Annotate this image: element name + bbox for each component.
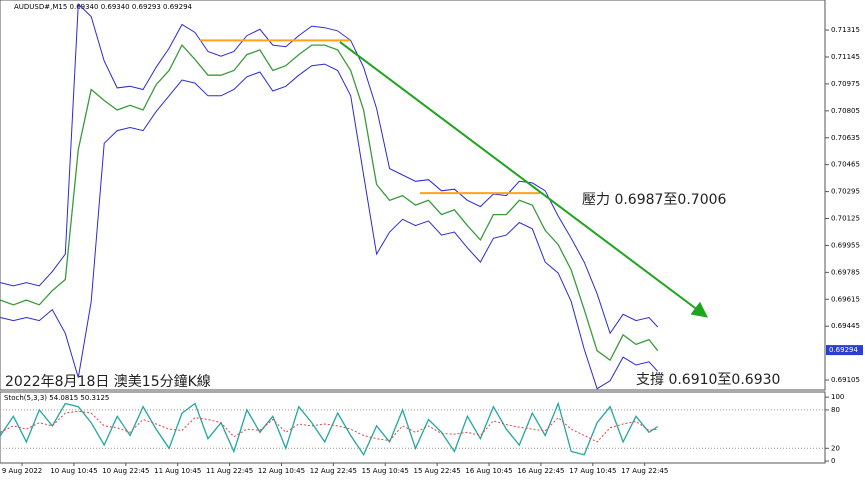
y-tick-label: 80 [831,406,840,414]
current-price-box [826,345,863,356]
y-tick-label: 0.69785 [831,268,860,276]
series-line [0,401,659,457]
y-tick-label: 0.69105 [831,376,860,384]
annotation: 支撐 0.6910至0.6930 [636,372,780,388]
y-tick-label: 0.70975 [831,80,860,88]
y-tick-label: 0.70465 [831,161,860,169]
x-tick-label: 9 Aug 2022 [2,467,42,475]
annotation: 壓力 0.6987至0.7006 [582,192,727,208]
series-line [0,43,659,362]
x-tick-label: 15 Aug 10:45 [362,467,409,475]
y-tick-label: 0.69955 [831,241,860,249]
series-line [0,2,659,335]
y-tick-label: 0.70295 [831,188,860,196]
y-tick-label: 20 [831,444,840,452]
series-line [0,63,659,390]
stoch-title: Stoch(5,3,3) 54.0815 50.3125 [4,394,109,402]
y-tick-label: 0.69445 [831,322,860,330]
y-tick-label: 0.70635 [831,134,860,142]
x-tick-label: 11 Aug 22:45 [206,467,253,475]
y-tick-label: 0.70125 [831,215,860,223]
x-tick-label: 12 Aug 10:45 [258,467,305,475]
y-tick-label: 0.69615 [831,295,860,303]
x-tick-label: 10 Aug 22:45 [102,467,149,475]
y-tick-label: 0 [831,457,835,465]
x-tick-label: 17 Aug 22:45 [621,467,668,475]
x-tick-label: 10 Aug 10:45 [50,467,97,475]
y-tick-label: 0.70805 [831,107,860,115]
x-tick-label: 11 Aug 10:45 [154,467,201,475]
x-tick-label: 17 Aug 10:45 [569,467,616,475]
y-tick-label: 0.71315 [831,26,860,34]
y-tick-label: 100 [831,393,844,401]
chart-title: AUDUSD#,M15 0.69340 0.69340 0.69293 0.69… [14,3,193,11]
x-tick-label: 15 Aug 22:45 [414,467,461,475]
x-tick-label: 12 Aug 22:45 [310,467,357,475]
annotation: 2022年8月18日 澳美15分鐘K線 [5,373,211,390]
x-tick-label: 16 Aug 10:45 [465,467,512,475]
stoch-frame [0,391,826,464]
current-price-label: 0.69294 [829,346,858,354]
x-tick-label: 16 Aug 22:45 [517,467,564,475]
main-frame [0,0,826,391]
series-line [0,410,658,443]
trend-line [339,41,708,318]
y-tick-label: 0.71145 [831,53,860,61]
